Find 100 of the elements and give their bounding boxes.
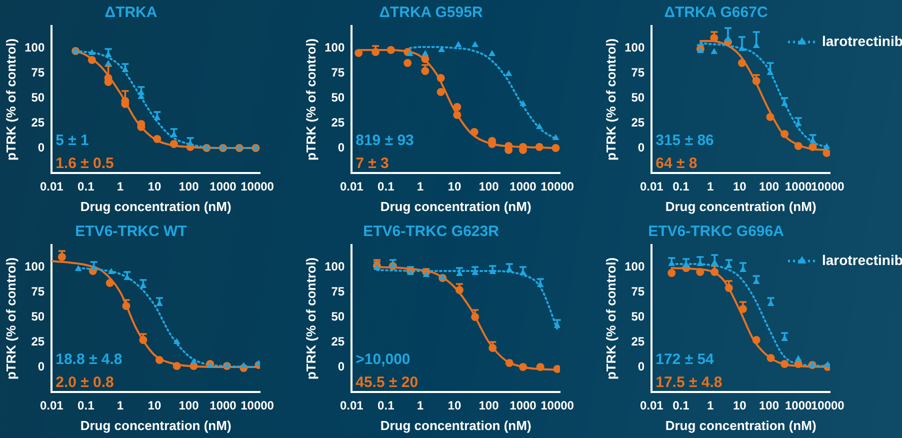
point — [738, 305, 747, 313]
point — [794, 360, 802, 368]
y-tick-label: 100 — [624, 259, 645, 274]
y-tick-label: 75 — [31, 284, 45, 298]
point — [488, 344, 497, 352]
x-tick-label: 100 — [478, 398, 500, 413]
x-tick-label: 10000 — [540, 398, 574, 413]
point — [710, 48, 718, 54]
point — [505, 359, 514, 367]
point — [122, 302, 130, 310]
x-tick-label: 100 — [758, 398, 780, 413]
y-tick-label: 100 — [624, 40, 645, 54]
point — [780, 130, 789, 138]
legend-label: larotrectinib — [822, 32, 902, 49]
point — [766, 113, 774, 121]
point — [172, 362, 181, 370]
point — [139, 336, 148, 344]
y-tick-label: 75 — [631, 65, 645, 80]
point — [472, 269, 479, 275]
point — [422, 271, 430, 277]
y-tick-label: 0 — [338, 140, 345, 154]
x-tick-label: 100 — [758, 180, 780, 194]
x-tick-label: 0.01 — [340, 398, 364, 413]
y-tick-label: 25 — [31, 334, 45, 348]
annotation: 819 ± 93 — [356, 132, 414, 150]
x-tick-label: 10 — [732, 180, 747, 194]
point — [240, 362, 248, 368]
x-axis-title: Drug concentration (nM) — [380, 418, 532, 433]
chart-title: ΔTRKA — [104, 4, 158, 22]
x-tick-label: 100 — [178, 180, 200, 194]
x-tick-label: 1000 — [784, 180, 812, 194]
y-tick-label: 50 — [331, 90, 345, 104]
annotation: 1.6 ± 0.5 — [56, 155, 114, 172]
x-axis-title: Drug concentration (nM) — [380, 198, 532, 214]
y-tick-label: 0 — [38, 140, 45, 154]
x-tick-label: 1 — [416, 180, 424, 194]
point — [711, 259, 718, 265]
y-axis-title: pTRK (% of control) — [3, 38, 18, 161]
chart-title: ΔTRKA G595R — [379, 4, 483, 22]
y-tick-label: 0 — [338, 359, 345, 374]
point — [738, 59, 746, 67]
point — [822, 149, 830, 157]
x-tick-label: 1 — [116, 180, 124, 194]
x-tick-label: 1 — [116, 398, 124, 413]
point — [725, 262, 732, 268]
x-tick-label: 10 — [732, 398, 747, 413]
point — [155, 356, 164, 364]
annotation: 315 ± 86 — [656, 132, 714, 150]
x-tick-label: 0.1 — [672, 180, 690, 194]
point — [752, 77, 760, 85]
point — [780, 360, 789, 368]
annotation: 172 ± 54 — [656, 351, 715, 368]
point — [553, 365, 560, 373]
point — [808, 143, 817, 151]
point — [190, 358, 198, 364]
x-tick-label: 10 — [148, 398, 162, 413]
x-tick-label: 10000 — [540, 180, 574, 194]
point — [536, 281, 544, 287]
x-axis-title: Drug concentration (nM) — [665, 418, 816, 433]
x-tick-label: 1000 — [784, 398, 812, 413]
point — [90, 264, 98, 270]
y-tick-label: 25 — [631, 334, 645, 348]
x-tick-label: 1000 — [210, 398, 237, 413]
chart-title: ETV6-TRKC WT — [75, 223, 187, 240]
x-axis-title: Drug concentration (nM) — [80, 418, 232, 433]
x-tick-label: 100 — [478, 180, 500, 194]
legend-label: larotrectinib — [822, 252, 902, 268]
annotation: >10,000 — [356, 351, 410, 368]
x-tick-label: 0.01 — [340, 180, 364, 194]
y-axis-title: pTRK (% of control) — [3, 257, 18, 380]
point — [724, 284, 733, 292]
point — [823, 143, 830, 149]
point — [696, 260, 704, 266]
x-tick-label: 10000 — [810, 398, 845, 413]
y-tick-label: 75 — [31, 65, 45, 80]
x-tick-label: 1000 — [510, 180, 537, 194]
point — [536, 363, 544, 371]
annotation: 45.5 ± 20 — [356, 374, 418, 392]
point — [740, 266, 746, 272]
point — [489, 268, 496, 274]
point — [738, 45, 746, 51]
point — [520, 269, 526, 275]
y-tick-label: 100 — [24, 40, 45, 54]
point — [108, 268, 115, 274]
annotation: 5 ± 1 — [56, 132, 89, 150]
point — [752, 336, 760, 344]
point — [682, 261, 690, 267]
y-tick-label: 100 — [324, 259, 345, 274]
x-tick-label: 0.1 — [78, 180, 95, 194]
point — [752, 42, 760, 48]
point — [696, 268, 704, 276]
point — [794, 355, 802, 361]
y-tick-label: 50 — [631, 309, 645, 324]
point — [724, 35, 732, 41]
x-tick-label: 0.1 — [378, 398, 395, 413]
point — [471, 313, 480, 321]
y-tick-label: 0 — [638, 140, 645, 154]
annotation: 7 ± 3 — [356, 155, 389, 172]
point — [794, 120, 802, 126]
point — [455, 286, 464, 294]
